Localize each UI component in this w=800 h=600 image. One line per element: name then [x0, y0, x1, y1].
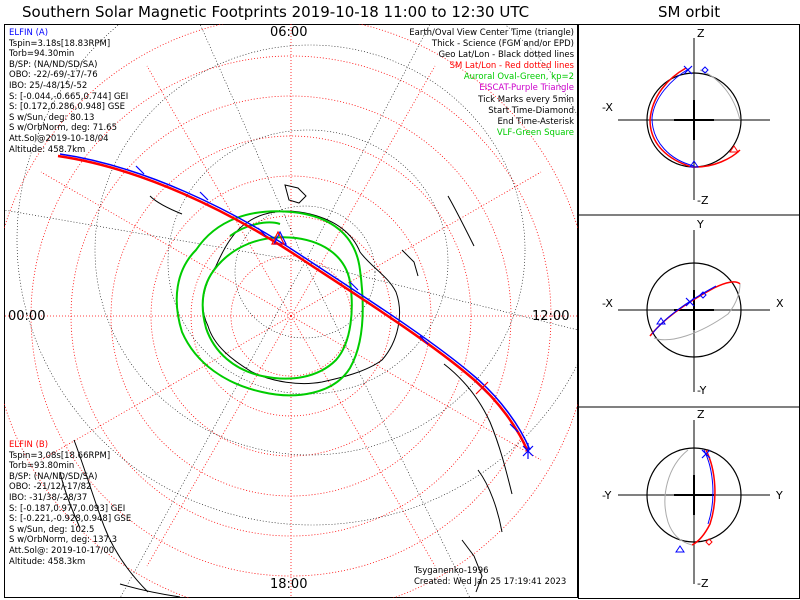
probe-a-line: B/SP: (NA/ND/SD/SA)	[9, 59, 98, 70]
orbit3-bottom-label: -Z	[697, 577, 709, 590]
probe-b-info: ELFIN (B) Tspin=3.08s[18.66RPM] Torb=93.…	[9, 440, 131, 567]
probe-b-line: IBO: -31/38/-28/37	[9, 492, 88, 503]
probe-b-line: Torb=93.80min	[9, 461, 75, 472]
figure-title: Southern Solar Magnetic Footprints 2019-…	[22, 3, 530, 21]
auroral-oval	[175, 210, 364, 397]
coastlines	[59, 184, 513, 598]
legend-entry: Thick - Science (FGM and/or EPD)	[431, 39, 574, 50]
legend-entry: Tick Marks every 5min	[478, 94, 574, 105]
probe-a-info: ELFIN (A) Tspin=3.18s[18.83RPM] Torb=94.…	[9, 28, 128, 155]
legend-entry: EISCAT-Purple Triangle	[479, 83, 574, 94]
orbit-panel-title: SM orbit	[658, 3, 721, 21]
probe-a-line: S w/Sun, deg: 80.13	[9, 112, 95, 123]
credit: Tsyganenko-1996 Created: Wed Jan 25 17:1…	[414, 566, 566, 588]
probe-b-line: S: [-0.221,-0.928,0.948] GSE	[9, 514, 132, 525]
probe-a-line: S: [-0.044,-0.665,0.744] GEI	[9, 91, 129, 102]
orbit2-top-label: Y	[697, 218, 704, 231]
probe-b-line: S w/OrbNorm, deg: 137.3	[9, 535, 118, 546]
probe-a-line: Att.Sol@2019-10-18/04	[9, 133, 109, 144]
probe-a-line: Altitude: 458.7km	[9, 144, 86, 155]
probe-b-line: OBO: -21/12/-17/82	[9, 482, 92, 493]
legend-entry: Geo Lat/Lon - Black dotted lines	[438, 50, 574, 61]
legend-entry: Auroral Oval-Green, kp=2	[463, 72, 574, 83]
orbit3-right-label: Y	[776, 489, 783, 502]
legend-entry: VLF-Green Square	[496, 127, 574, 138]
orbit-panel-yz	[618, 420, 770, 584]
orbit3-top-label: Z	[697, 408, 705, 421]
probe-a-line: IBO: 25/-48/15/-52	[9, 80, 88, 91]
footprint-map	[4, 24, 578, 598]
probe-a-line: OBO: -22/-69/-17/-76	[9, 70, 98, 81]
mlt-label-bottom: 18:00	[270, 577, 308, 592]
orbit1-left-label: -X	[602, 101, 613, 114]
probe-b-line: Altitude: 458.3km	[9, 556, 86, 567]
legend-entry: End Time-Asterisk	[497, 116, 574, 127]
probe-a-line: Torb=94.30min	[9, 49, 75, 60]
sm-orbit-panels	[578, 24, 800, 599]
probe-a-line: Tspin=3.18s[18.83RPM]	[9, 38, 111, 49]
legend-entry: Start Time-Diamond	[488, 105, 574, 116]
probe-b-name: ELFIN (B)	[9, 440, 49, 450]
legend-entry: Earth/Oval View Center Time (triangle)	[409, 28, 574, 38]
probe-a-name: ELFIN (A)	[9, 28, 49, 38]
probe-b-line: Att.Sol@: 2019-10-17/00	[9, 545, 115, 556]
orbit-panel-xz	[618, 38, 770, 200]
mlt-label-right: 12:00	[532, 309, 570, 324]
probe-b-line: Tspin=3.08s[18.66RPM]	[9, 450, 111, 461]
model-credit: Tsyganenko-1996	[414, 566, 489, 576]
orbit3-left-label: -Y	[602, 489, 612, 502]
mlt-label-left: 00:00	[8, 309, 46, 324]
footprint-tracks	[57, 153, 531, 453]
probe-b-line: B/SP: (NA/ND/SD/SA)	[9, 471, 98, 482]
orbit-panel-xy	[618, 230, 770, 392]
orbit2-bottom-label: -Y	[697, 384, 707, 397]
legend: Earth/Oval View Center Time (triangle) Th…	[409, 28, 574, 139]
orbit2-left-label: -X	[602, 297, 613, 310]
orbit1-top-label: Z	[697, 27, 705, 40]
legend-entry: SM Lat/Lon - Red dotted lines	[449, 61, 574, 72]
orbit2-right-label: X	[776, 297, 784, 310]
probe-b-line: S: [-0.187,0.977,0.093] GEI	[9, 503, 126, 514]
probe-a-line: S w/OrbNorm, deg: 71.65	[9, 123, 118, 134]
created-date: Created: Wed Jan 25 17:19:41 2023	[414, 577, 567, 587]
probe-b-line: S w/Sun, deg: 102.5	[9, 524, 95, 535]
mlt-label-top: 06:00	[270, 25, 308, 40]
sm-lon-lines	[4, 24, 578, 598]
orbit1-bottom-label: -Z	[697, 194, 709, 207]
probe-a-line: S: [0.172,0.286,0.948] GSE	[9, 102, 126, 113]
track-markers	[135, 165, 534, 459]
